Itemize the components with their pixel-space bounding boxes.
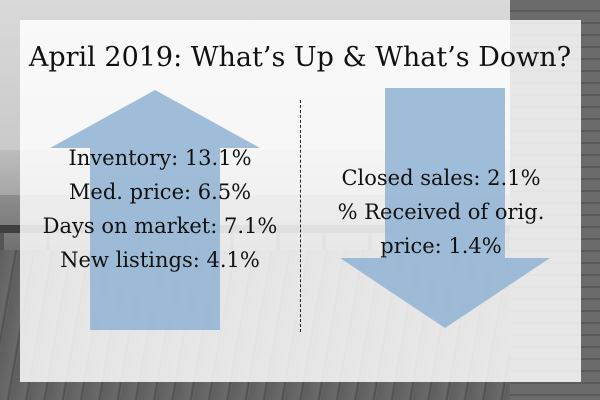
down-stats-list: Closed sales: 2.1% % Received of orig. p… (301, 161, 581, 263)
up-stat-days-on-market: Days on market: 7.1% (42, 214, 278, 238)
up-stats-list: Inventory: 13.1% Med. price: 6.5% Days o… (20, 141, 300, 277)
up-stat-inventory: Inventory: 13.1% (68, 146, 252, 170)
arrow-up-icon (50, 90, 260, 330)
arrow-down-shape (340, 88, 550, 328)
center-divider (300, 100, 301, 332)
down-stat-received-label: % Received of orig. (337, 200, 545, 224)
page-title: April 2019: What’s Up & What’s Down? (28, 42, 572, 73)
arrow-down-icon (340, 88, 550, 328)
down-stat-closed-sales: Closed sales: 2.1% (341, 166, 541, 190)
up-stat-median-price: Med. price: 6.5% (68, 180, 252, 204)
arrow-up-shape (50, 90, 260, 330)
up-stat-new-listings: New listings: 4.1% (60, 248, 260, 272)
down-stat-received-value: price: 1.4% (380, 234, 502, 258)
